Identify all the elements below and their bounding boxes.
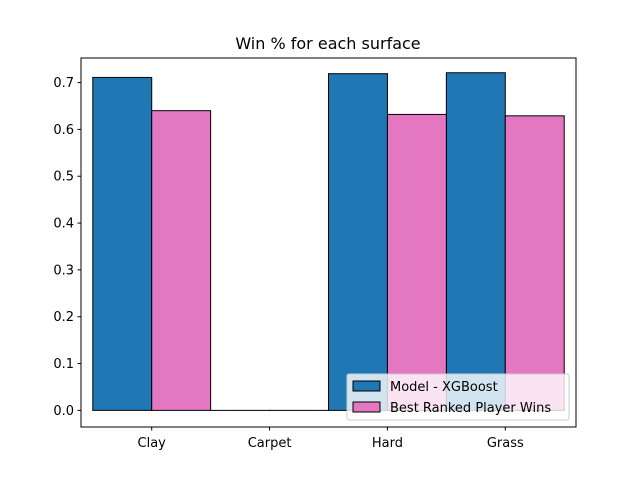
legend-swatch	[352, 380, 381, 392]
axes-frame	[80, 57, 577, 428]
y-tick-label: 0.0	[53, 404, 74, 419]
y-tick-label: 0.5	[53, 170, 74, 185]
bar-model-xgboost-hard	[328, 73, 388, 411]
y-tick-label: 0.3	[53, 263, 74, 278]
x-tick-label-carpet: Carpet	[248, 436, 292, 451]
axes: 0.0 0.1 0.2 0.3 0.4 0.5 0.6 0.7 Clay Carpet Hard Gr…	[53, 57, 577, 451]
legend-box	[346, 373, 570, 421]
x-tick-label-grass: Grass	[487, 436, 524, 451]
y-tick-label: 0.7	[53, 76, 74, 91]
y-tick-label: 0.1	[53, 357, 74, 372]
bar-model-xgboost-clay	[92, 76, 153, 411]
y-tick-label: 0.4	[53, 217, 74, 232]
x-tick-label-hard: Hard	[372, 436, 403, 451]
y-tick-label: 0.2	[53, 310, 74, 325]
x-tick-label-clay: Clay	[138, 436, 167, 451]
plot-area	[92, 72, 565, 411]
legend: Model - XGBoost Best Ranked Player Wins	[346, 373, 570, 421]
legend-label: Model - XGBoost	[390, 380, 498, 395]
legend-label: Best Ranked Player Wins	[390, 401, 551, 416]
legend-swatch	[352, 401, 381, 413]
y-tick-label: 0.6	[53, 123, 74, 138]
bar-best-ranked-player-wins-clay	[151, 110, 212, 411]
bar-model-xgboost-grass	[445, 72, 506, 411]
chart-title: Win % for each surface	[235, 34, 420, 53]
bar-best-ranked-player-wins-hard	[386, 113, 447, 411]
bar-best-ranked-player-wins-grass	[504, 115, 565, 411]
